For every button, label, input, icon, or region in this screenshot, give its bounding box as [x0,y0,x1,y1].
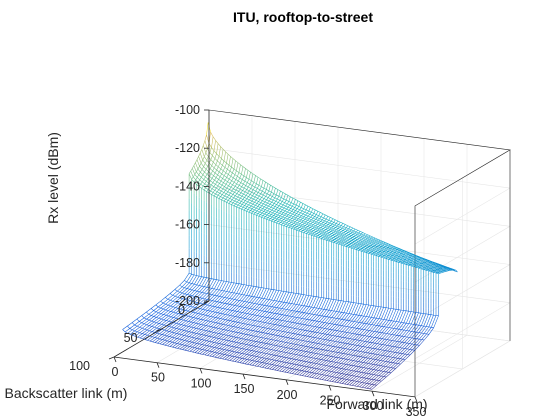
y-tick-label: 50 [124,331,138,345]
y-axis-label: Backscatter link (m) [5,385,128,401]
z-tick-label: -100 [175,103,200,117]
x-tick-label: 0 [112,365,119,379]
z-tick-label: -140 [175,179,200,193]
y-tick-label: 100 [69,359,90,373]
x-tick-label: 50 [151,371,165,385]
z-tick-label: -120 [175,141,200,155]
z-tick-label: -200 [175,294,200,308]
z-tick-label: -180 [175,256,200,270]
z-tick-label: -160 [175,218,200,232]
axes-grid [113,109,511,398]
z-axis-label: Rx level (dBm) [45,132,61,224]
y-tick-label: 0 [178,303,185,317]
x-axis-label: Forward link (m) [326,396,427,412]
x-tick-label: 300 [363,399,384,413]
x-tick-label: 350 [406,405,427,419]
x-tick-label: 150 [234,382,255,396]
x-tick-label: 250 [320,394,341,408]
x-tick-label: 100 [191,376,212,390]
surface-mesh [122,122,458,390]
x-tick-label: 200 [277,388,298,402]
chart-title: ITU, rooftop-to-street [233,9,373,25]
